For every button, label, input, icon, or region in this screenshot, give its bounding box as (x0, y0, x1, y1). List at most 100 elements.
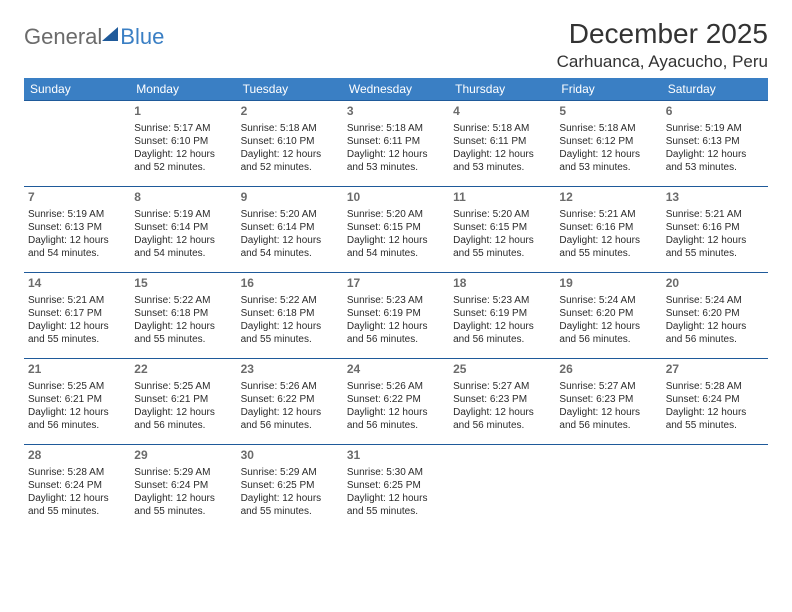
calendar-day-cell: 2Sunrise: 5:18 AMSunset: 6:10 PMDaylight… (237, 101, 343, 187)
sunset-line: Sunset: 6:13 PM (666, 135, 764, 148)
sunset-line: Sunset: 6:10 PM (241, 135, 339, 148)
sunset-line: Sunset: 6:23 PM (453, 393, 551, 406)
sunrise-line: Sunrise: 5:26 AM (241, 380, 339, 393)
daylight-line: Daylight: 12 hours and 56 minutes. (28, 406, 126, 432)
weekday-header: Tuesday (237, 78, 343, 101)
sunset-line: Sunset: 6:16 PM (559, 221, 657, 234)
calendar-day-cell: 30Sunrise: 5:29 AMSunset: 6:25 PMDayligh… (237, 445, 343, 531)
sunrise-line: Sunrise: 5:20 AM (241, 208, 339, 221)
daylight-line: Daylight: 12 hours and 56 minutes. (453, 320, 551, 346)
sunset-line: Sunset: 6:13 PM (28, 221, 126, 234)
day-number: 26 (559, 362, 657, 378)
sunrise-line: Sunrise: 5:24 AM (559, 294, 657, 307)
sunset-line: Sunset: 6:10 PM (134, 135, 232, 148)
sunset-line: Sunset: 6:15 PM (453, 221, 551, 234)
sunset-line: Sunset: 6:17 PM (28, 307, 126, 320)
day-number: 9 (241, 190, 339, 206)
daylight-line: Daylight: 12 hours and 52 minutes. (134, 148, 232, 174)
sunset-line: Sunset: 6:12 PM (559, 135, 657, 148)
sunrise-line: Sunrise: 5:26 AM (347, 380, 445, 393)
calendar-week-row: 7Sunrise: 5:19 AMSunset: 6:13 PMDaylight… (24, 187, 768, 273)
calendar-day-cell: 11Sunrise: 5:20 AMSunset: 6:15 PMDayligh… (449, 187, 555, 273)
sunrise-line: Sunrise: 5:18 AM (241, 122, 339, 135)
calendar-week-row: 14Sunrise: 5:21 AMSunset: 6:17 PMDayligh… (24, 273, 768, 359)
sunset-line: Sunset: 6:20 PM (559, 307, 657, 320)
sunrise-line: Sunrise: 5:20 AM (453, 208, 551, 221)
daylight-line: Daylight: 12 hours and 55 minutes. (241, 492, 339, 518)
day-number: 7 (28, 190, 126, 206)
sunrise-line: Sunrise: 5:25 AM (28, 380, 126, 393)
brand-logo: General Blue (24, 18, 164, 50)
brand-name-part1: General (24, 24, 102, 50)
day-number: 30 (241, 448, 339, 464)
sunrise-line: Sunrise: 5:25 AM (134, 380, 232, 393)
sunset-line: Sunset: 6:19 PM (453, 307, 551, 320)
daylight-line: Daylight: 12 hours and 54 minutes. (134, 234, 232, 260)
sunrise-line: Sunrise: 5:19 AM (666, 122, 764, 135)
day-number: 14 (28, 276, 126, 292)
calendar-day-cell: 7Sunrise: 5:19 AMSunset: 6:13 PMDaylight… (24, 187, 130, 273)
daylight-line: Daylight: 12 hours and 55 minutes. (28, 320, 126, 346)
calendar-body: 1Sunrise: 5:17 AMSunset: 6:10 PMDaylight… (24, 101, 768, 531)
daylight-line: Daylight: 12 hours and 56 minutes. (347, 320, 445, 346)
calendar-week-row: 1Sunrise: 5:17 AMSunset: 6:10 PMDaylight… (24, 101, 768, 187)
daylight-line: Daylight: 12 hours and 55 minutes. (28, 492, 126, 518)
sunset-line: Sunset: 6:23 PM (559, 393, 657, 406)
daylight-line: Daylight: 12 hours and 56 minutes. (453, 406, 551, 432)
month-title: December 2025 (557, 18, 768, 50)
day-number: 3 (347, 104, 445, 120)
day-number: 8 (134, 190, 232, 206)
sunrise-line: Sunrise: 5:28 AM (666, 380, 764, 393)
calendar-day-cell: 25Sunrise: 5:27 AMSunset: 6:23 PMDayligh… (449, 359, 555, 445)
day-number: 17 (347, 276, 445, 292)
daylight-line: Daylight: 12 hours and 55 minutes. (134, 492, 232, 518)
sunrise-line: Sunrise: 5:18 AM (347, 122, 445, 135)
calendar-day-cell: 31Sunrise: 5:30 AMSunset: 6:25 PMDayligh… (343, 445, 449, 531)
sunset-line: Sunset: 6:25 PM (241, 479, 339, 492)
weekday-header: Monday (130, 78, 236, 101)
sunset-line: Sunset: 6:18 PM (241, 307, 339, 320)
sunrise-line: Sunrise: 5:22 AM (241, 294, 339, 307)
day-number: 16 (241, 276, 339, 292)
daylight-line: Daylight: 12 hours and 55 minutes. (453, 234, 551, 260)
day-number: 31 (347, 448, 445, 464)
day-number: 21 (28, 362, 126, 378)
calendar-day-cell: 15Sunrise: 5:22 AMSunset: 6:18 PMDayligh… (130, 273, 236, 359)
daylight-line: Daylight: 12 hours and 55 minutes. (666, 234, 764, 260)
weekday-header: Sunday (24, 78, 130, 101)
daylight-line: Daylight: 12 hours and 56 minutes. (134, 406, 232, 432)
calendar-day-cell: 23Sunrise: 5:26 AMSunset: 6:22 PMDayligh… (237, 359, 343, 445)
calendar-day-cell (449, 445, 555, 531)
sunrise-line: Sunrise: 5:18 AM (559, 122, 657, 135)
daylight-line: Daylight: 12 hours and 55 minutes. (666, 406, 764, 432)
sunrise-line: Sunrise: 5:17 AM (134, 122, 232, 135)
sunset-line: Sunset: 6:11 PM (347, 135, 445, 148)
calendar-day-cell: 19Sunrise: 5:24 AMSunset: 6:20 PMDayligh… (555, 273, 661, 359)
day-number: 20 (666, 276, 764, 292)
sunset-line: Sunset: 6:21 PM (134, 393, 232, 406)
day-number: 4 (453, 104, 551, 120)
calendar-day-cell: 5Sunrise: 5:18 AMSunset: 6:12 PMDaylight… (555, 101, 661, 187)
calendar-day-cell: 18Sunrise: 5:23 AMSunset: 6:19 PMDayligh… (449, 273, 555, 359)
sunset-line: Sunset: 6:18 PM (134, 307, 232, 320)
day-number: 1 (134, 104, 232, 120)
calendar-day-cell: 16Sunrise: 5:22 AMSunset: 6:18 PMDayligh… (237, 273, 343, 359)
sunset-line: Sunset: 6:21 PM (28, 393, 126, 406)
day-number: 22 (134, 362, 232, 378)
calendar-day-cell (24, 101, 130, 187)
day-number: 10 (347, 190, 445, 206)
sunrise-line: Sunrise: 5:24 AM (666, 294, 764, 307)
sunrise-line: Sunrise: 5:27 AM (559, 380, 657, 393)
calendar-day-cell: 17Sunrise: 5:23 AMSunset: 6:19 PMDayligh… (343, 273, 449, 359)
weekday-header: Thursday (449, 78, 555, 101)
day-number: 13 (666, 190, 764, 206)
calendar-day-cell: 9Sunrise: 5:20 AMSunset: 6:14 PMDaylight… (237, 187, 343, 273)
weekday-header: Saturday (662, 78, 768, 101)
day-number: 19 (559, 276, 657, 292)
calendar-day-cell: 14Sunrise: 5:21 AMSunset: 6:17 PMDayligh… (24, 273, 130, 359)
sunset-line: Sunset: 6:19 PM (347, 307, 445, 320)
calendar-day-cell: 27Sunrise: 5:28 AMSunset: 6:24 PMDayligh… (662, 359, 768, 445)
brand-sail-icon (102, 27, 118, 41)
day-number: 25 (453, 362, 551, 378)
daylight-line: Daylight: 12 hours and 56 minutes. (347, 406, 445, 432)
